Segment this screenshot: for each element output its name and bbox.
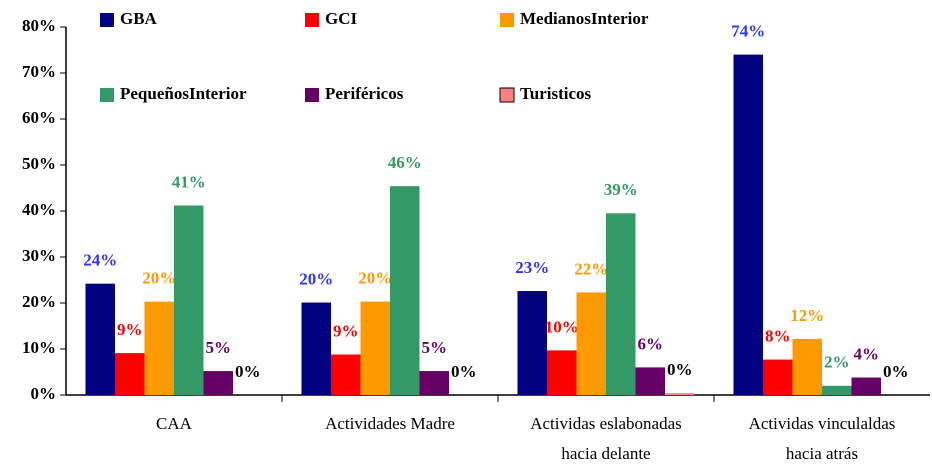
legend-swatch [305,88,319,102]
y-tick-label: 70% [22,62,56,81]
data-label: 9% [117,320,143,339]
data-label: 9% [333,321,359,340]
data-label: 39% [604,180,638,199]
bar [822,385,852,395]
bar [174,205,204,395]
legend-label: GCI [325,9,358,28]
data-label: 0% [235,362,261,381]
bar [606,213,636,395]
legend-label: PequeñosInterior [120,84,247,103]
bar [419,371,449,395]
data-label: 8% [765,326,791,345]
x-tick-label: hacia atrás [786,444,858,463]
y-tick-label: 60% [22,108,56,127]
bar [390,186,420,395]
y-tick-label: 0% [31,384,57,403]
legend-swatch [499,87,515,103]
x-tick-label: hacia delante [561,444,650,463]
x-tick-label: Actividas vinculaldas [749,414,896,433]
x-tick-label: Actividas eslabonadas [530,414,682,433]
data-label: 20% [142,269,176,288]
bar [792,338,822,395]
data-label: 10% [545,317,579,336]
bar [115,353,145,395]
data-label: 2% [824,353,850,372]
legend-label: MedianosInterior [520,9,649,28]
y-tick-label: 20% [22,292,56,311]
legend-label: GBA [120,9,158,28]
data-label: 41% [172,172,206,191]
legend-label: Turisticos [520,84,592,103]
bar [331,354,361,395]
legend-label: Periféricos [325,84,404,103]
bar [547,350,577,395]
data-label: 0% [667,360,693,379]
bar [851,377,881,395]
bar [360,301,390,395]
y-tick-label: 30% [22,246,56,265]
data-label: 6% [638,334,664,353]
y-tick-label: 80% [22,16,56,35]
data-label: 5% [206,338,232,357]
bar [85,283,115,395]
data-label: 0% [883,362,909,381]
data-label: 46% [388,153,422,172]
bar [301,302,331,395]
bar [203,371,233,395]
bar [576,292,606,395]
x-tick-label: CAA [156,414,193,433]
legend-swatch [305,13,319,27]
x-tick-label: Actividades Madre [325,414,455,433]
y-tick-label: 10% [22,338,56,357]
data-label: 24% [83,251,117,270]
bar [517,291,547,395]
legend-swatch [100,88,114,102]
data-label: 0% [451,362,477,381]
bar [733,54,763,395]
y-tick-label: 50% [22,154,56,173]
data-label: 4% [854,344,880,363]
y-tick-label: 40% [22,200,56,219]
data-label: 22% [574,259,608,278]
data-label: 5% [422,338,448,357]
data-label: 20% [358,269,392,288]
data-label: 20% [299,269,333,288]
bar [763,359,793,395]
bar [665,393,695,395]
legend-swatch [100,13,114,27]
bar [635,367,665,395]
data-label: 23% [515,258,549,277]
data-label: 12% [790,306,824,325]
data-label: 74% [731,22,765,41]
bar [144,301,174,395]
legend-swatch [500,13,514,27]
